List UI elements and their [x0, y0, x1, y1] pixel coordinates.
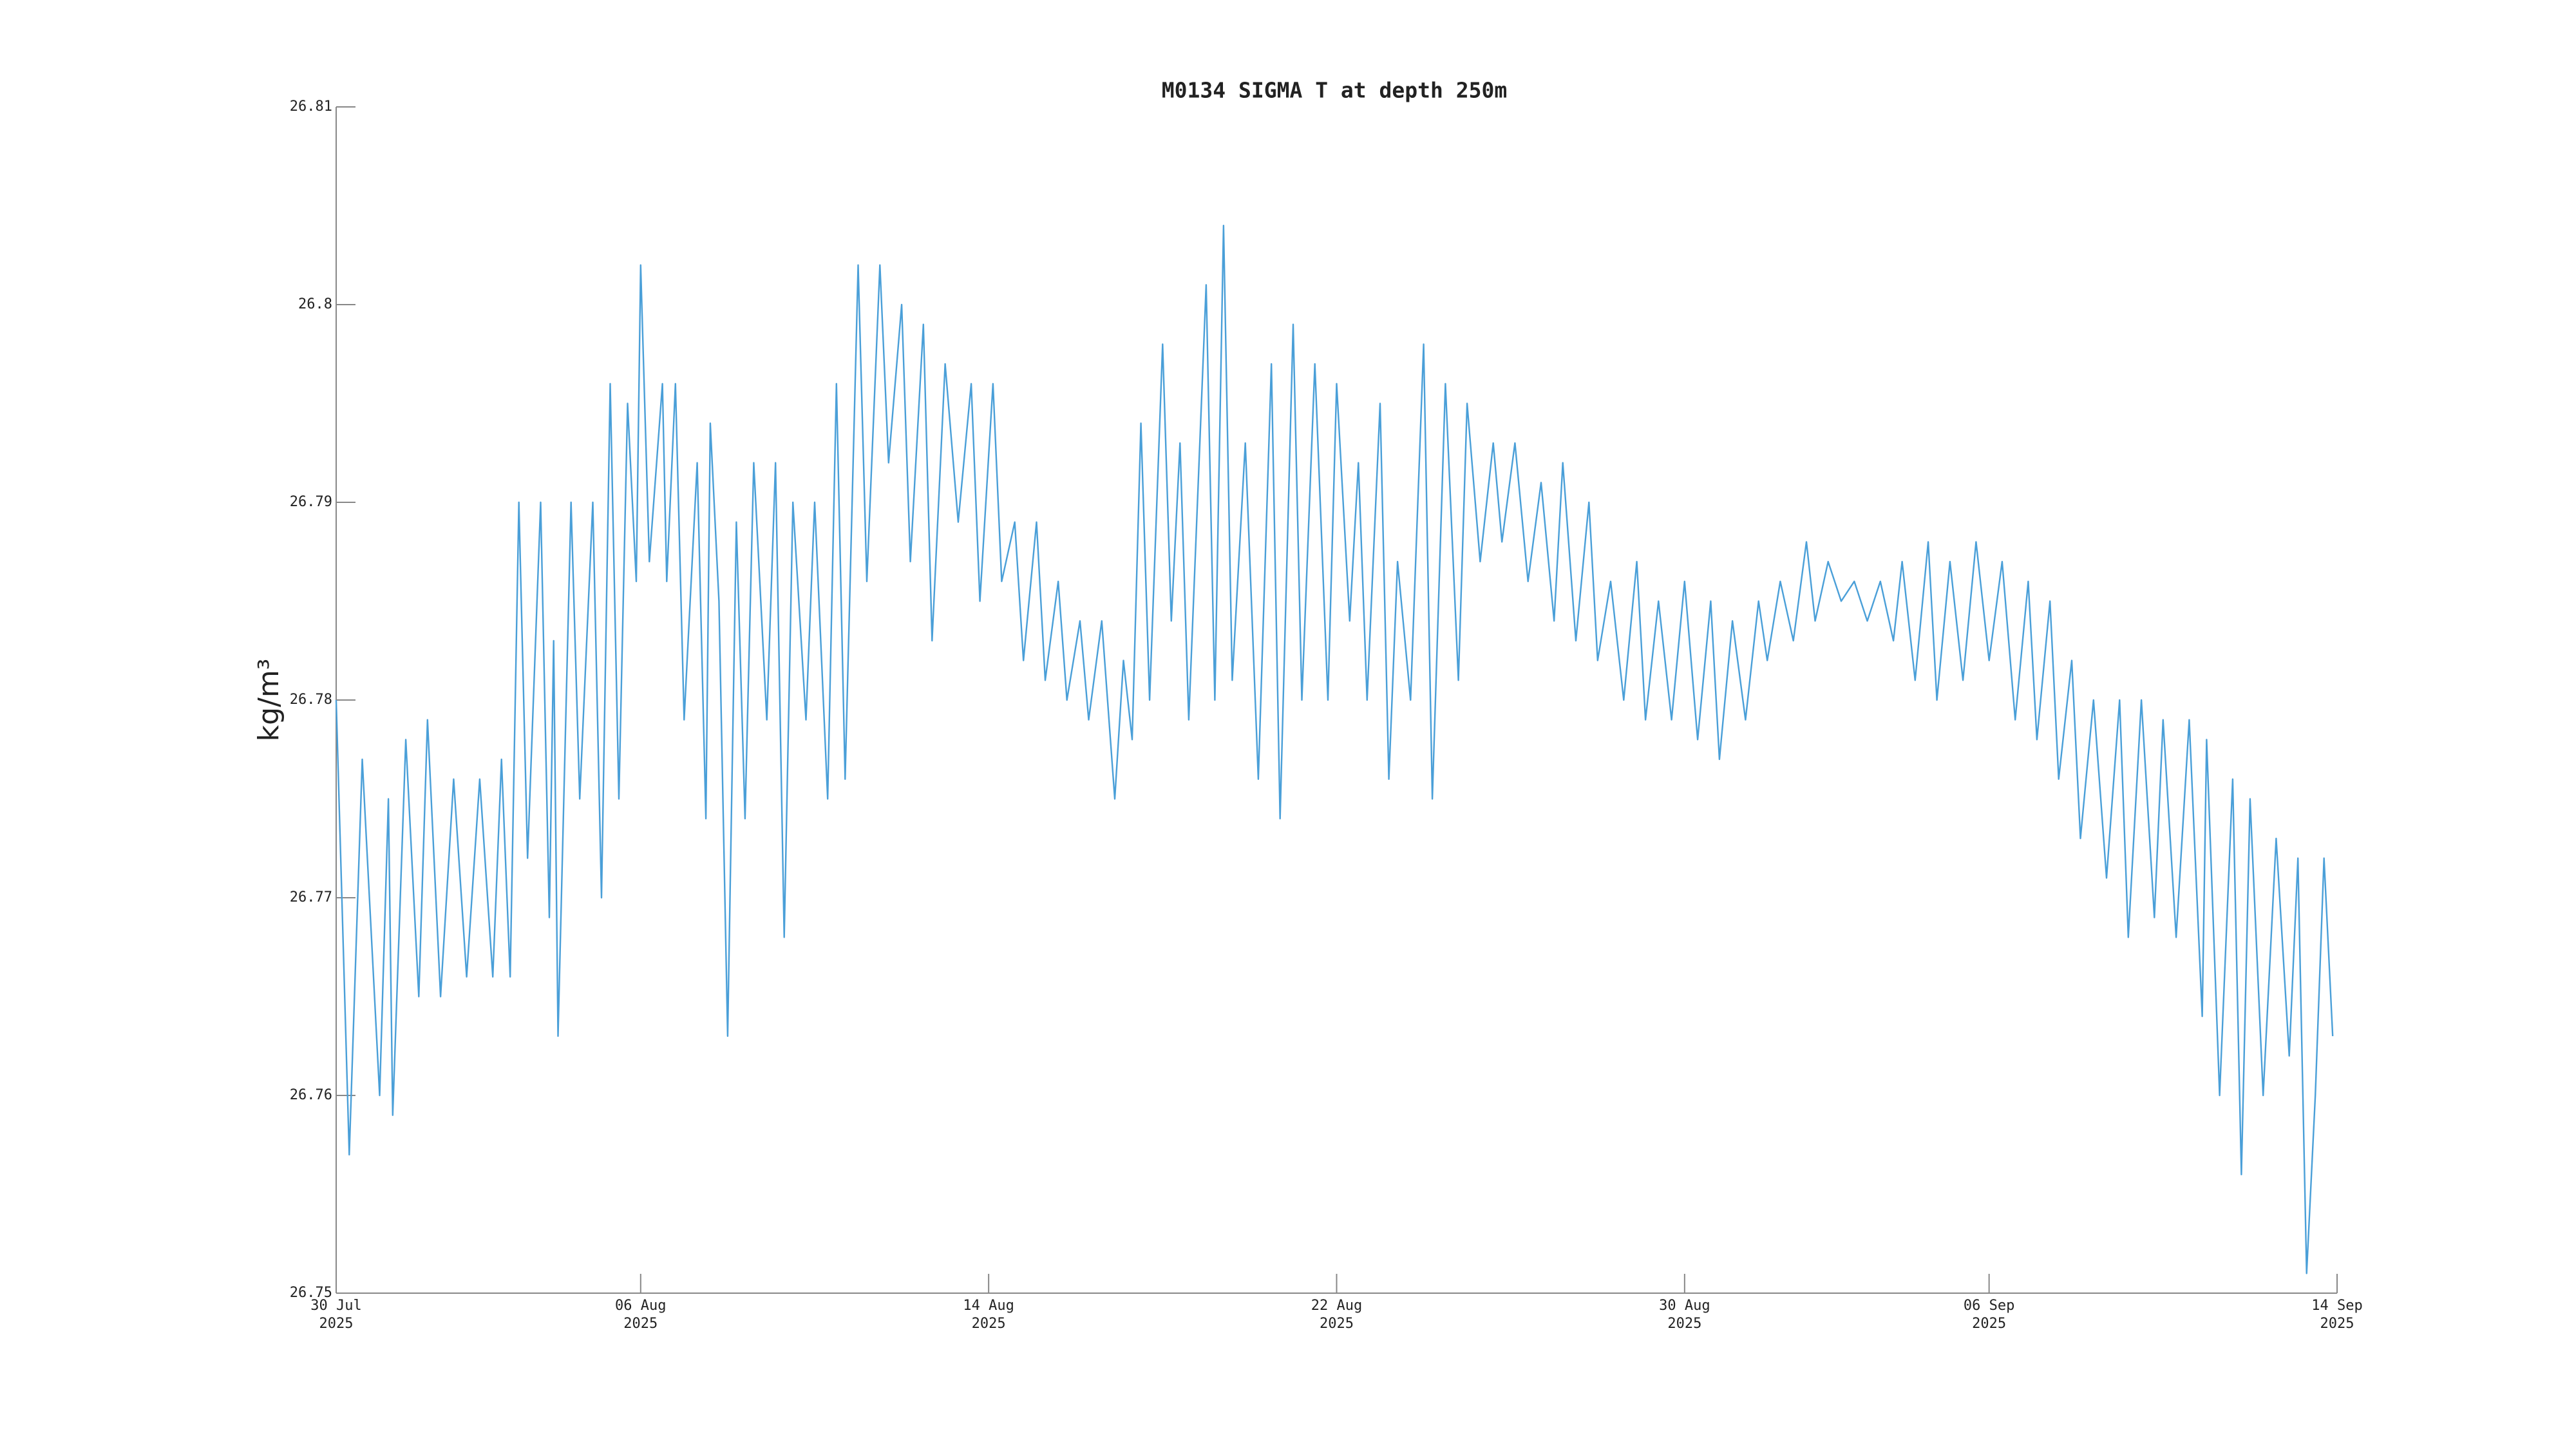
series-line: [335, 225, 2334, 1274]
y-tick-label: 26.77: [290, 889, 332, 905]
x-tick-label: 14 Sep 2025: [2311, 1298, 2363, 1332]
x-tick-label: 06 Sep 2025: [1963, 1298, 2015, 1332]
x-tick-label: 14 Aug 2025: [963, 1298, 1014, 1332]
y-tick-label: 26.76: [290, 1087, 332, 1103]
x-tick-label: 30 Jul 2025: [310, 1298, 362, 1332]
y-tick-label: 26.75: [290, 1285, 332, 1301]
y-tick-label: 26.8: [298, 296, 332, 312]
y-tick-label: 26.79: [290, 494, 332, 510]
x-tick-label: 30 Aug 2025: [1659, 1298, 1710, 1332]
chart-title: M0134 SIGMA T at depth 250m: [1162, 78, 1507, 103]
x-tick-label: 06 Aug 2025: [615, 1298, 667, 1332]
y-tick-label: 26.81: [290, 99, 332, 115]
x-tick-label: 22 Aug 2025: [1311, 1298, 1363, 1332]
y-tick-label: 26.78: [290, 692, 332, 708]
y-axis-label: kg/m³: [252, 659, 285, 742]
